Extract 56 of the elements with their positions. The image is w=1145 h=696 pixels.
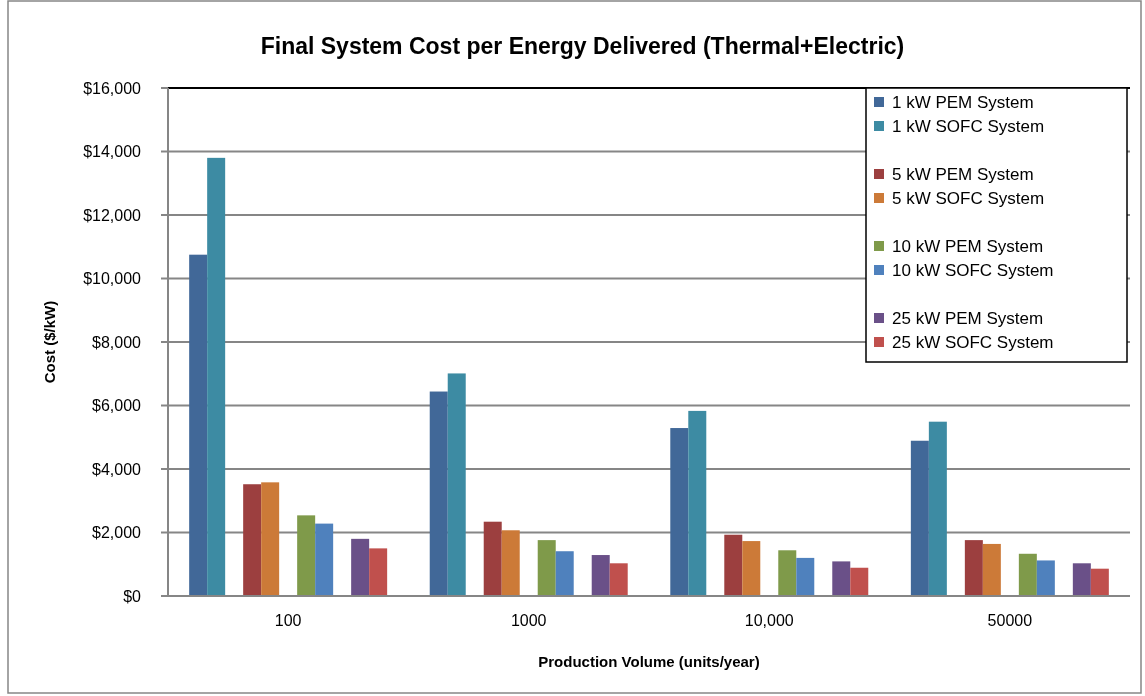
y-tick-label: $16,000 [83, 79, 142, 97]
bar [315, 523, 334, 596]
legend-label: 10 kW SOFC System [892, 261, 1054, 280]
bar [297, 515, 316, 596]
bar [928, 421, 947, 596]
bar [537, 540, 556, 596]
bar [778, 550, 797, 596]
legend-label: 25 kW PEM System [892, 309, 1044, 328]
y-tick-label: $8,000 [92, 333, 142, 351]
bar [832, 561, 851, 596]
bar [447, 373, 466, 596]
bar [243, 484, 262, 596]
x-tick-label: 100 [274, 612, 302, 629]
bar [850, 567, 869, 596]
bar [189, 254, 208, 596]
bar [910, 440, 929, 596]
bar [688, 410, 707, 596]
bar [724, 534, 743, 596]
bar [591, 555, 610, 596]
y-tick-label: $2,000 [92, 524, 142, 542]
bar [742, 541, 761, 596]
legend-label: 25 kW SOFC System [892, 333, 1054, 352]
legend-label: 5 kW SOFC System [892, 189, 1045, 208]
chart-title: Final System Cost per Energy Delivered (Thermal+Electric) [260, 33, 905, 59]
legend-label: 1 kW PEM System [892, 93, 1034, 112]
bar [555, 551, 574, 596]
bar [670, 428, 689, 596]
x-tick-label: 50000 [987, 612, 1033, 629]
y-tick-label: $12,000 [83, 206, 142, 224]
bar [796, 557, 815, 596]
bar [483, 521, 502, 596]
legend-label: 1 kW SOFC System [892, 117, 1045, 136]
bar [609, 563, 628, 596]
bar [1036, 560, 1055, 596]
bar [261, 482, 280, 596]
x-tick-label: 1000 [510, 612, 547, 629]
bar [369, 548, 388, 596]
bar [982, 543, 1001, 596]
y-tick-label: $10,000 [83, 270, 142, 288]
y-tick-label: $4,000 [92, 460, 142, 478]
legend-label: 10 kW PEM System [892, 237, 1044, 256]
bar [1090, 568, 1109, 596]
legend-label: 5 kW PEM System [892, 165, 1034, 184]
y-tick-label: $6,000 [92, 397, 142, 415]
bar [501, 530, 520, 596]
y-axis-title: Cost ($/kW) [41, 300, 58, 384]
y-tick-label: $14,000 [83, 143, 142, 161]
bar [207, 157, 226, 596]
bar [351, 538, 370, 596]
x-tick-label: 10,000 [744, 612, 794, 629]
y-tick-label: $0 [123, 587, 142, 605]
bar [1072, 563, 1091, 596]
bar [429, 391, 448, 596]
x-axis-title: Production Volume (units/year) [538, 653, 760, 670]
bar [1018, 553, 1037, 596]
bar [964, 540, 983, 596]
